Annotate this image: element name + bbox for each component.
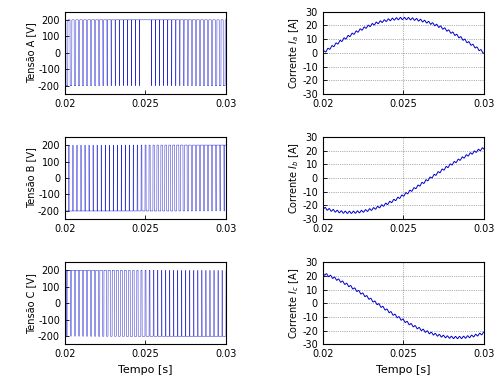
Y-axis label: Tensão B [V]: Tensão B [V] [26,147,36,209]
Y-axis label: Tensão A [V]: Tensão A [V] [26,22,36,83]
Y-axis label: Tensão C [V]: Tensão C [V] [26,273,36,334]
Y-axis label: Corrente $I_c$ [A]: Corrente $I_c$ [A] [287,267,301,339]
Y-axis label: Corrente $I_a$ [A]: Corrente $I_a$ [A] [287,17,301,89]
X-axis label: Tempo [s]: Tempo [s] [376,365,431,375]
Y-axis label: Corrente $I_b$ [A]: Corrente $I_b$ [A] [287,142,301,214]
X-axis label: Tempo [s]: Tempo [s] [118,365,173,375]
